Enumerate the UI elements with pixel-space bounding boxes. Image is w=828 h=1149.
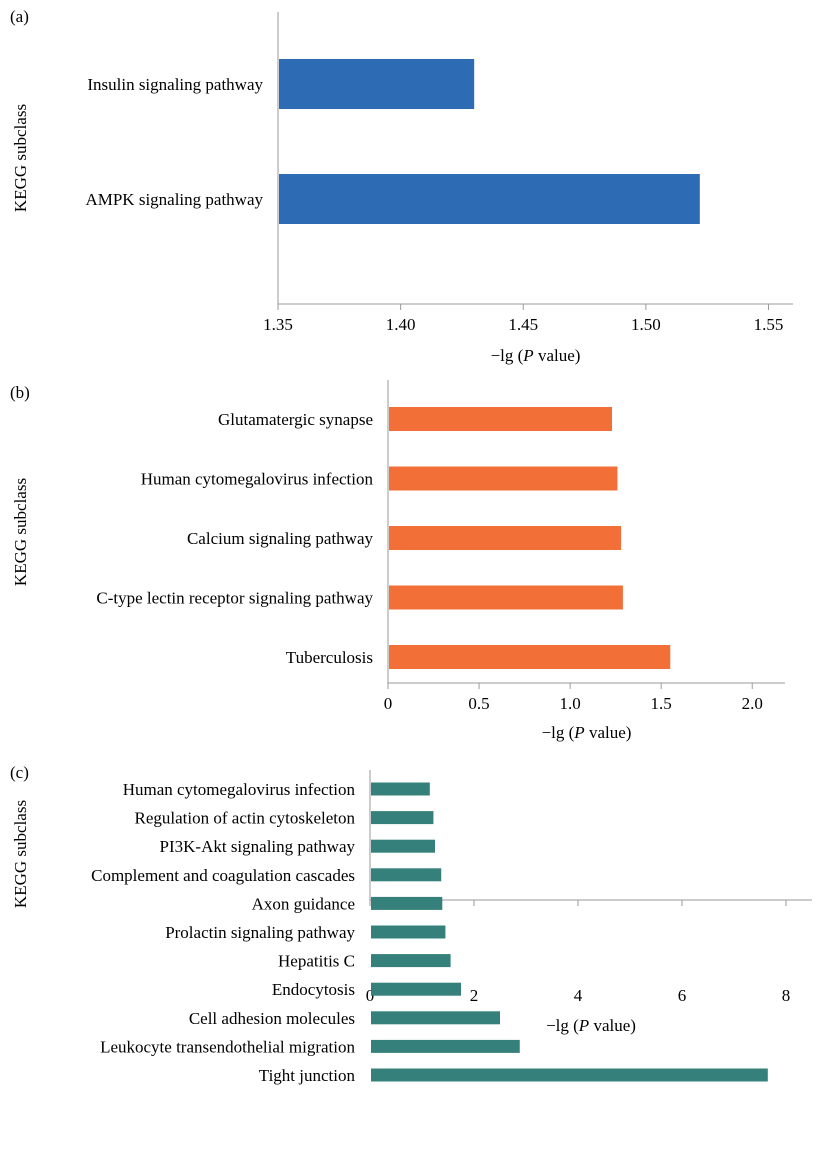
category-label: AMPK signaling pathway — [85, 190, 263, 209]
x-tick-label: 0.5 — [468, 694, 489, 713]
category-label: C-type lectin receptor signaling pathway — [96, 589, 373, 608]
x-axis-label-italic: P — [573, 723, 584, 742]
x-tick-label: 6 — [678, 986, 687, 1005]
bar — [371, 868, 442, 882]
bar — [389, 585, 623, 610]
category-label: PI3K-Akt signaling pathway — [160, 837, 356, 856]
category-label: Tight junction — [259, 1066, 356, 1085]
y-axis-label: KEGG subclass — [11, 104, 30, 212]
x-tick-label: 1.40 — [386, 315, 416, 334]
bar — [389, 407, 612, 431]
category-label: Human cytomegalovirus infection — [141, 470, 374, 489]
category-label: Human cytomegalovirus infection — [123, 780, 356, 799]
category-label: Hepatitis C — [278, 952, 355, 971]
category-label: Cell adhesion molecules — [189, 1009, 355, 1028]
panel-label: (b) — [10, 383, 30, 402]
chart-panel-a: (a) KEGG subclass 1.35 1.40 1.45 1.50 1.55 −lg … — [10, 7, 793, 365]
category-label: Glutamatergic synapse — [218, 410, 373, 429]
category-label: Leukocyte transendothelial migration — [100, 1037, 355, 1056]
x-axis-label-italic: P — [578, 1016, 589, 1035]
x-tick-label: 1.55 — [754, 315, 784, 334]
bar — [389, 645, 671, 669]
x-axis-label: −lg (P value) — [542, 723, 632, 742]
category-label: Endocytosis — [272, 980, 355, 999]
bar — [371, 982, 461, 996]
bar — [279, 59, 475, 109]
x-axis-label-suffix: value) — [589, 1016, 636, 1035]
bar — [279, 174, 700, 224]
category-label: Regulation of actin cytoskeleton — [135, 809, 356, 828]
bar — [371, 925, 446, 939]
x-tick-label: 0 — [366, 986, 375, 1005]
x-tick-label: 1.0 — [559, 694, 580, 713]
bar — [371, 782, 430, 796]
category-label: Tuberculosis — [286, 648, 373, 667]
x-axis-label-italic: P — [522, 346, 533, 365]
x-tick-label: 1.35 — [263, 315, 293, 334]
category-label: Calcium signaling pathway — [187, 529, 374, 548]
panel-label: (a) — [10, 7, 29, 26]
bar — [389, 466, 618, 491]
category-label: Complement and coagulation cascades — [91, 866, 355, 885]
bar — [389, 526, 622, 550]
x-axis-label: −lg (P value) — [491, 346, 581, 365]
x-tick-label: 2 — [470, 986, 479, 1005]
x-axis-label-prefix: −lg ( — [542, 723, 575, 742]
x-tick-label: 1.50 — [631, 315, 661, 334]
x-axis-label-suffix: value) — [534, 346, 581, 365]
x-axis-label-prefix: −lg ( — [546, 1016, 579, 1035]
x-axis-label: −lg (P value) — [546, 1016, 636, 1035]
category-label: Axon guidance — [252, 894, 355, 913]
bar — [371, 896, 443, 910]
y-axis-label: KEGG subclass — [11, 478, 30, 586]
category-label: Prolactin signaling pathway — [165, 923, 355, 942]
bar — [371, 1039, 520, 1053]
y-axis-label: KEGG subclass — [11, 800, 30, 908]
x-tick-label: 4 — [574, 986, 583, 1005]
bar — [371, 839, 435, 853]
category-label: Insulin signaling pathway — [87, 75, 263, 94]
x-tick-label: 2.0 — [742, 694, 763, 713]
chart-panel-c: (c) KEGG subclass 0 2 4 6 8 −lg (P value) Human … — [10, 763, 812, 1085]
x-tick-label: 1.5 — [651, 694, 672, 713]
bar — [371, 1011, 500, 1025]
x-tick-label: 8 — [782, 986, 791, 1005]
bar — [371, 811, 434, 825]
x-axis-label-prefix: −lg ( — [491, 346, 524, 365]
bar — [371, 954, 451, 968]
x-tick-label: 1.45 — [508, 315, 538, 334]
chart-panel-b: (b) KEGG subclass 0 0.5 1.0 1.5 2.0 −lg (P valu… — [10, 380, 785, 742]
bar — [371, 1068, 768, 1082]
x-tick-label: 0 — [384, 694, 393, 713]
x-axis-label-suffix: value) — [585, 723, 632, 742]
panel-label: (c) — [10, 763, 29, 782]
